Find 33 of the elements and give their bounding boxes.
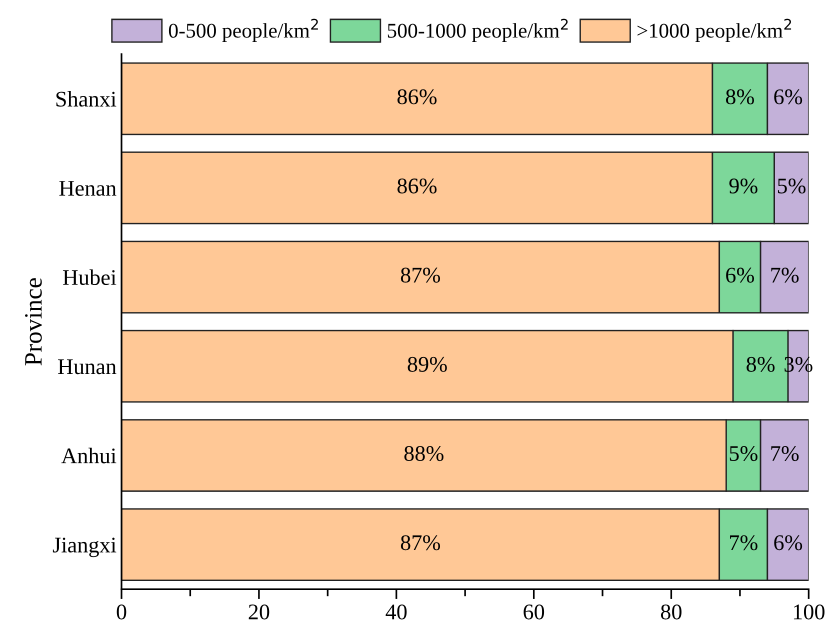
data-label: 7% <box>730 535 758 550</box>
data-label: 86% <box>397 89 437 104</box>
data-label: 6% <box>774 89 802 104</box>
data-label: 7% <box>771 268 799 283</box>
data-label: 8% <box>726 89 754 104</box>
data-label: 6% <box>726 268 754 283</box>
data-label: 89% <box>408 356 447 372</box>
data-label: 9% <box>729 178 758 194</box>
data-label: 5% <box>778 178 806 194</box>
x-tick-label: 100 <box>794 604 824 620</box>
data-label: 86% <box>397 178 437 194</box>
data-label: 7% <box>771 446 799 462</box>
x-tick-label: 40 <box>386 604 407 620</box>
data-label: 88% <box>404 446 444 462</box>
y-tick-label: Shanxi <box>56 91 116 107</box>
legend-label: 500-1000 people/km$^{2}$ <box>388 18 568 42</box>
data-label: 8% <box>746 356 775 372</box>
data-label: 6% <box>774 535 802 550</box>
y-tick-label: Jiangxi <box>52 538 116 558</box>
y-tick-label: Anhui <box>61 448 116 464</box>
y-tick-label: Henan <box>59 181 116 196</box>
legend-label: 0-500 people/km$^{2}$ <box>168 18 318 42</box>
legend-label: >1000 people/km$^{2}$ <box>638 18 792 42</box>
y-tick-label: Hubei <box>62 269 116 286</box>
x-tick-label: 60 <box>524 604 544 620</box>
x-tick-label: 0 <box>116 604 126 620</box>
y-tick-label: Hunan <box>58 359 116 374</box>
data-label: 5% <box>730 446 758 462</box>
y-axis-title: Province <box>25 278 42 366</box>
data-label: 87% <box>400 268 440 283</box>
data-label: 87% <box>400 535 440 550</box>
x-tick-label: 20 <box>248 604 270 620</box>
x-tick-label: 80 <box>660 604 682 620</box>
